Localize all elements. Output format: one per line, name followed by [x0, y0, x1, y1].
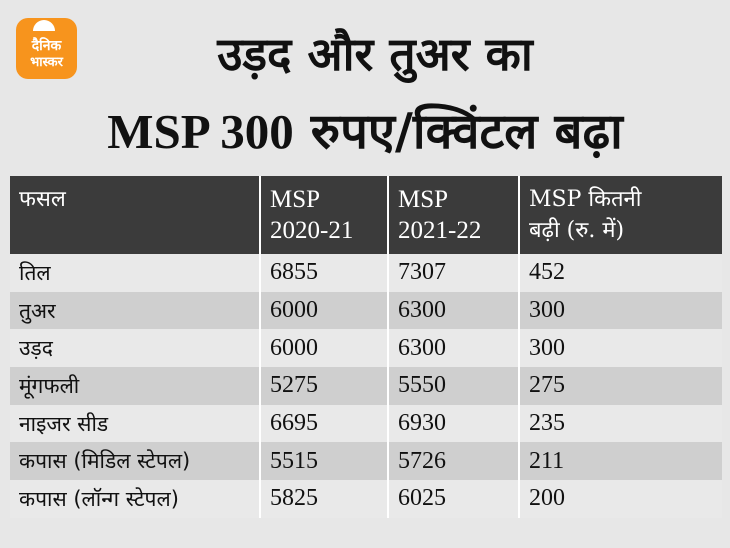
crop-cell: कपास (मिडिल स्टेपल) — [19, 449, 191, 474]
increase-cell: 300 — [518, 291, 722, 330]
increase-cell: 235 — [518, 404, 722, 443]
table-row: कपास (मिडिल स्टेपल) 5515 5726 211 — [10, 442, 722, 481]
table-row: तुअर 6000 6300 300 — [10, 291, 722, 330]
msp-table: फसल MSP 2020-21 MSP 2021-22 MSP कितनी बढ… — [10, 176, 722, 518]
table-row: तिल 6855 7307 452 — [10, 254, 722, 292]
header-msp-label: MSP — [398, 186, 449, 213]
msp-2021-22-cell: 6025 — [387, 480, 519, 518]
crop-cell: तुअर — [19, 298, 56, 323]
msp-2021-22-cell: 5726 — [387, 442, 519, 481]
header-msp-label: MSP — [270, 186, 321, 213]
msp-2021-22-cell: 6930 — [387, 404, 519, 443]
increase-cell: 275 — [518, 367, 722, 405]
crop-cell: तिल — [19, 260, 51, 285]
increase-cell: 300 — [518, 329, 722, 368]
crop-cell: कपास (लॉन्ग स्टेपल) — [19, 486, 179, 511]
sun-icon — [33, 20, 55, 31]
header-increase-line-2: बढ़ी (रु. में) — [529, 218, 625, 243]
increase-cell: 200 — [518, 480, 722, 518]
headline-msp-amount: MSP 300 — [107, 104, 294, 159]
increase-cell: 211 — [518, 442, 722, 481]
msp-2020-21-cell: 5825 — [259, 480, 388, 518]
table-row: कपास (लॉन्ग स्टेपल) 5825 6025 200 — [10, 480, 722, 518]
msp-2020-21-cell: 6000 — [259, 291, 388, 330]
table-row: नाइजर सीड 6695 6930 235 — [10, 404, 722, 443]
logo-line-1: दैनिक — [31, 37, 62, 54]
header-msp-2020-21: MSP 2020-21 — [259, 176, 388, 254]
dainik-bhaskar-logo: दैनिक भास्कर — [16, 18, 77, 79]
header-increase-line-1: MSP कितनी — [529, 187, 642, 212]
header-crop: फसल — [10, 176, 260, 254]
crop-cell: नाइजर सीड — [19, 411, 109, 436]
msp-2021-22-cell: 6300 — [387, 329, 519, 368]
crop-cell: उड़द — [19, 336, 53, 361]
table-row: मूंगफली 5275 5550 275 — [10, 367, 722, 405]
msp-2020-21-cell: 5515 — [259, 442, 388, 481]
header-msp-increase: MSP कितनी बढ़ी (रु. में) — [518, 176, 722, 254]
logo-line-2: भास्कर — [30, 54, 63, 70]
msp-2021-22-cell: 5550 — [387, 367, 519, 405]
header-msp-2021-22: MSP 2021-22 — [387, 176, 519, 254]
header-year-label: 2021-22 — [398, 217, 482, 244]
msp-2021-22-cell: 6300 — [387, 291, 519, 330]
table-header-row: फसल MSP 2020-21 MSP 2021-22 MSP कितनी बढ… — [10, 176, 722, 254]
headline-line-1: उड़द और तुअर का — [217, 27, 533, 81]
msp-2020-21-cell: 5275 — [259, 367, 388, 405]
headline-suffix: रुपए/क्विंटल बढ़ा — [293, 103, 623, 160]
msp-2021-22-cell: 7307 — [387, 254, 519, 292]
header-crop-label: फसल — [19, 187, 66, 212]
msp-2020-21-cell: 6855 — [259, 254, 388, 292]
increase-cell: 452 — [518, 254, 722, 292]
crop-cell: मूंगफली — [19, 373, 80, 398]
msp-2020-21-cell: 6000 — [259, 329, 388, 368]
table-row: उड़द 6000 6300 300 — [10, 329, 722, 368]
msp-2020-21-cell: 6695 — [259, 404, 388, 443]
header-year-label: 2020-21 — [270, 217, 354, 244]
headline-line-2: MSP 300 रुपए/क्विंटल बढ़ा — [0, 100, 730, 164]
